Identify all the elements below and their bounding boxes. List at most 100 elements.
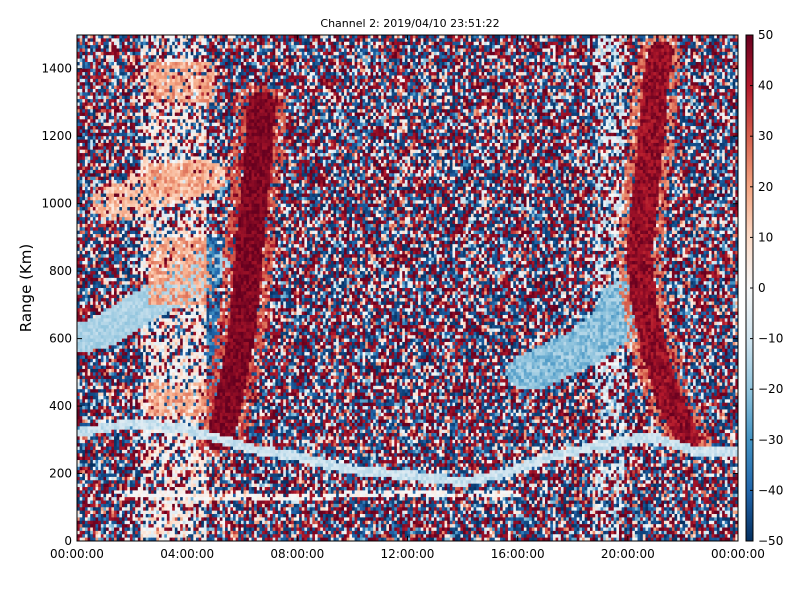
heatmap-cell (135, 92, 138, 96)
heatmap-cell (135, 72, 138, 76)
heatmap-cell (296, 52, 299, 56)
heatmap-cell (429, 42, 432, 46)
heatmap-cell (452, 42, 455, 46)
heatmap-cell (225, 35, 228, 39)
heatmap-cell (442, 59, 445, 63)
heatmap-cell (630, 42, 633, 46)
heatmap-cell (154, 52, 157, 56)
heatmap-cell (540, 89, 543, 93)
heatmap-cell (357, 59, 360, 63)
heatmap-cell (532, 65, 535, 69)
heatmap-cell (421, 79, 424, 83)
heatmap-cell (320, 42, 323, 46)
heatmap-cell (201, 38, 204, 42)
heatmap-cell (252, 38, 255, 42)
heatmap-cell (246, 42, 249, 46)
heatmap-cell (376, 45, 379, 49)
heatmap-cell (619, 92, 622, 96)
heatmap-cell (85, 75, 88, 79)
heatmap-cell (511, 48, 514, 52)
heatmap-cell (553, 72, 556, 76)
heatmap-cell (156, 45, 159, 49)
heatmap-cell (167, 52, 170, 56)
heatmap-cell (103, 65, 106, 69)
heatmap-cell (397, 62, 400, 66)
heatmap-cell (138, 55, 141, 59)
heatmap-cell (283, 55, 286, 59)
heatmap-cell (667, 42, 670, 46)
heatmap-cell (265, 72, 268, 76)
heatmap-cell (384, 38, 387, 42)
heatmap-cell (164, 75, 167, 79)
heatmap-cell (394, 82, 397, 86)
heatmap-cell (458, 62, 461, 66)
heatmap-cell (183, 42, 186, 46)
heatmap-cell (701, 45, 704, 49)
heatmap-cell (413, 69, 416, 73)
heatmap-cell (93, 55, 96, 59)
heatmap-cell (212, 82, 215, 86)
heatmap-cell (294, 59, 297, 63)
heatmap-cell (463, 48, 466, 52)
heatmap-cell (542, 86, 545, 90)
heatmap-cell (326, 96, 329, 100)
heatmap-cell (384, 89, 387, 93)
heatmap-cell (418, 35, 421, 39)
heatmap-cell (640, 92, 643, 96)
heatmap-cell (479, 62, 482, 66)
heatmap-cell (265, 62, 268, 66)
heatmap-cell (682, 52, 685, 56)
heatmap-cell (690, 86, 693, 90)
heatmap-cell (96, 35, 99, 39)
heatmap-cell (511, 79, 514, 83)
heatmap-cell (524, 86, 527, 90)
heatmap-cell (82, 79, 85, 83)
heatmap-cell (125, 69, 128, 73)
heatmap-cell (191, 86, 194, 90)
heatmap-cell (114, 48, 117, 52)
heatmap-cell (389, 79, 392, 83)
heatmap-cell (185, 55, 188, 59)
heatmap-cell (286, 92, 289, 96)
heatmap-cell (590, 96, 593, 100)
heatmap-cell (476, 35, 479, 39)
heatmap-cell (368, 69, 371, 73)
heatmap-cell (693, 45, 696, 49)
heatmap-cell (386, 96, 389, 100)
heatmap-cell (645, 42, 648, 46)
heatmap-cell (373, 75, 376, 79)
heatmap-cell (193, 62, 196, 66)
heatmap-cell (643, 79, 646, 83)
heatmap-cell (497, 52, 500, 56)
heatmap-cell (688, 55, 691, 59)
heatmap-cell (439, 48, 442, 52)
heatmap-cell (397, 99, 400, 103)
heatmap-cell (88, 42, 91, 46)
heatmap-cell (719, 35, 722, 39)
heatmap-cell (706, 35, 709, 39)
heatmap-cell (228, 89, 231, 93)
heatmap-cell (619, 38, 622, 42)
heatmap-cell (93, 69, 96, 73)
heatmap-cell (701, 92, 704, 96)
heatmap-cell (344, 52, 347, 56)
heatmap-cell (635, 45, 638, 49)
heatmap-cell (706, 65, 709, 69)
heatmap-cell (252, 82, 255, 86)
heatmap-cell (238, 72, 241, 76)
heatmap-cell (468, 92, 471, 96)
heatmap-cell (585, 55, 588, 59)
heatmap-cell (370, 92, 373, 96)
heatmap-cell (608, 38, 611, 42)
heatmap-cell (431, 55, 434, 59)
heatmap-cell (252, 89, 255, 93)
heatmap-cell (521, 72, 524, 76)
heatmap-cell (511, 72, 514, 76)
heatmap-cell (249, 96, 252, 100)
heatmap-cell (333, 48, 336, 52)
heatmap-cell (593, 55, 596, 59)
heatmap-cell (389, 86, 392, 90)
heatmap-cell (307, 96, 310, 100)
heatmap-cell (458, 48, 461, 52)
heatmap-cell (622, 92, 625, 96)
